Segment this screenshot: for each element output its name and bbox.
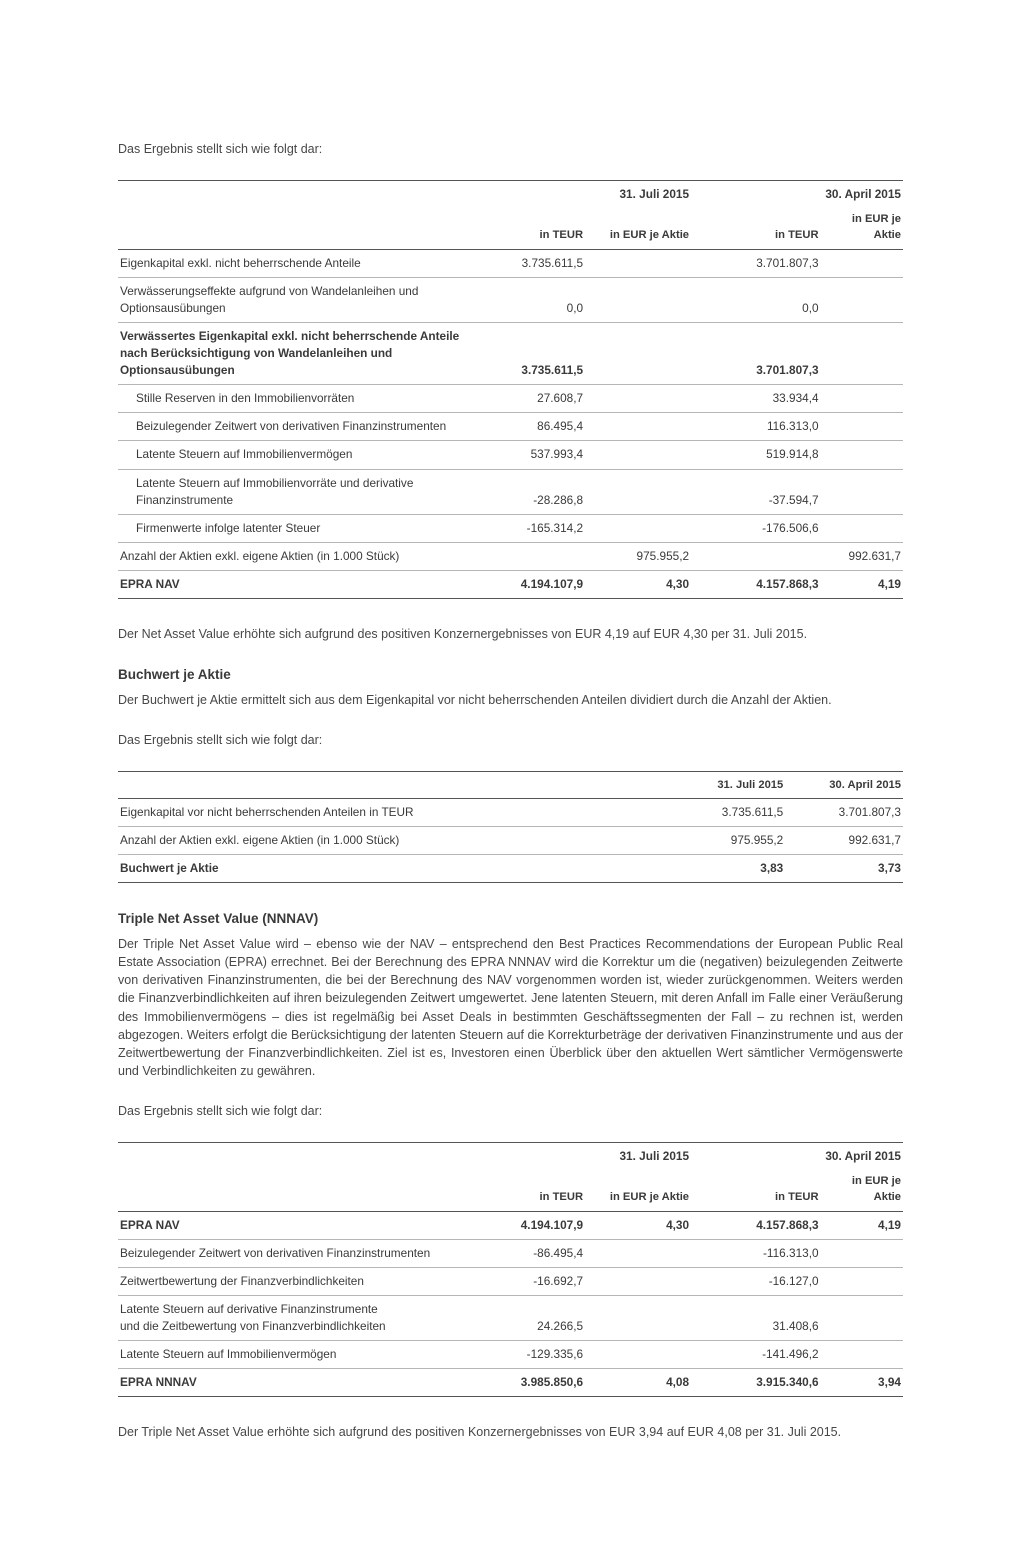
t1-r8-v1: -165.314,2 [479, 514, 585, 542]
t3-r6-v2: 4,08 [585, 1369, 691, 1397]
t3-r4-label: Latente Steuern auf derivative Finanzins… [118, 1295, 479, 1340]
t3-r2-label: Beizulegender Zeitwert von derivativen F… [118, 1239, 479, 1267]
t2-r3-v1: 3,83 [668, 855, 786, 883]
t1-r7-label: Latente Steuern auf Immobilienvorräte un… [118, 469, 479, 514]
t1-r2-label: Verwässerungseffekte aufgrund von Wandel… [118, 277, 479, 322]
t3-sub-eur-1: in EUR je Aktie [585, 1168, 691, 1211]
t3-r3-label: Zeitwertbewertung der Finanzverbindlichk… [118, 1267, 479, 1295]
t1-r6-label: Latente Steuern auf Immobilienvermögen [118, 441, 479, 469]
table-epra-nnnav: 31. Juli 2015 30. April 2015 in TEUR in … [118, 1142, 903, 1397]
section-title-nnnav: Triple Net Asset Value (NNNAV) [118, 909, 903, 929]
t1-sub-eur-1: in EUR je Aktie [585, 206, 691, 249]
t3-r1-label: EPRA NAV [118, 1211, 479, 1239]
t3-r4-v3: 31.408,6 [715, 1295, 821, 1340]
t1-r1-v3: 3.701.807,3 [715, 249, 821, 277]
t1-r8-label: Firmenwerte infolge latenter Steuer [118, 514, 479, 542]
t3-r6-label: EPRA NNNAV [118, 1369, 479, 1397]
t1-sub-eur-2: in EUR je Aktie [821, 206, 903, 249]
t3-r5-v1: -129.335,6 [479, 1341, 585, 1369]
t2-r1-v2: 3.701.807,3 [785, 799, 903, 827]
t1-r2-v3: 0,0 [715, 277, 821, 322]
t3-sub-teur-2: in TEUR [715, 1168, 821, 1211]
para-nnnav-body: Der Triple Net Asset Value wird – ebenso… [118, 935, 903, 1080]
t3-r2-v1: -86.495,4 [479, 1239, 585, 1267]
t3-r3-v1: -16.692,7 [479, 1267, 585, 1295]
t1-r5-label: Beizulegender Zeitwert von derivativen F… [118, 413, 479, 441]
t2-r1-label: Eigenkapital vor nicht beherrschenden An… [118, 799, 668, 827]
t1-r3-v1: 3.735.611,5 [479, 322, 585, 384]
t2-h2: 30. April 2015 [785, 771, 903, 798]
t1-r3-label: Verwässertes Eigenkapital exkl. nicht be… [118, 322, 479, 384]
t3-r1-v3: 4.157.868,3 [715, 1211, 821, 1239]
t1-r6-v1: 537.993,4 [479, 441, 585, 469]
t3-r5-label: Latente Steuern auf Immobilienvermögen [118, 1341, 479, 1369]
t1-r4-v3: 33.934,4 [715, 385, 821, 413]
t2-r1-v1: 3.735.611,5 [668, 799, 786, 827]
t2-r2-label: Anzahl der Aktien exkl. eigene Aktien (i… [118, 827, 668, 855]
t2-r2-v1: 975.955,2 [668, 827, 786, 855]
t3-r1-v1: 4.194.107,9 [479, 1211, 585, 1239]
t3-r6-v4: 3,94 [821, 1369, 903, 1397]
t3-r6-v3: 3.915.340,6 [715, 1369, 821, 1397]
t1-sub-teur-1: in TEUR [479, 206, 585, 249]
para-nav-result: Der Net Asset Value erhöhte sich aufgrun… [118, 625, 903, 643]
t1-sub-teur-2: in TEUR [715, 206, 821, 249]
t3-r2-v3: -116.313,0 [715, 1239, 821, 1267]
section-title-buchwert: Buchwert je Aktie [118, 665, 903, 685]
t1-r5-v1: 86.495,4 [479, 413, 585, 441]
t3-period2: 30. April 2015 [715, 1143, 903, 1169]
intro-text-3: Das Ergebnis stellt sich wie folgt dar: [118, 1102, 903, 1120]
t3-r1-v4: 4,19 [821, 1211, 903, 1239]
t1-r2-v1: 0,0 [479, 277, 585, 322]
t1-r7-v3: -37.594,7 [715, 469, 821, 514]
t1-r10-label: EPRA NAV [118, 570, 479, 598]
t3-r1-v2: 4,30 [585, 1211, 691, 1239]
t1-period2: 30. April 2015 [715, 181, 903, 207]
t1-r8-v3: -176.506,6 [715, 514, 821, 542]
t1-r10-v4: 4,19 [821, 570, 903, 598]
intro-text-2: Das Ergebnis stellt sich wie folgt dar: [118, 731, 903, 749]
t1-r10-v1: 4.194.107,9 [479, 570, 585, 598]
t1-r4-v1: 27.608,7 [479, 385, 585, 413]
t2-r3-v2: 3,73 [785, 855, 903, 883]
t3-sub-teur-1: in TEUR [479, 1168, 585, 1211]
t1-r3-v3: 3.701.807,3 [715, 322, 821, 384]
t1-r10-v3: 4.157.868,3 [715, 570, 821, 598]
t1-r9-v4: 992.631,7 [821, 542, 903, 570]
table-epra-nav: 31. Juli 2015 30. April 2015 in TEUR in … [118, 180, 903, 599]
t1-r5-v3: 116.313,0 [715, 413, 821, 441]
t1-period1: 31. Juli 2015 [479, 181, 691, 207]
t1-r7-v1: -28.286,8 [479, 469, 585, 514]
table-buchwert: 31. Juli 2015 30. April 2015 Eigenkapita… [118, 771, 903, 884]
t2-r2-v2: 992.631,7 [785, 827, 903, 855]
t1-r6-v3: 519.914,8 [715, 441, 821, 469]
t1-r4-label: Stille Reserven in den Immobilienvorräte… [118, 385, 479, 413]
t3-r6-v1: 3.985.850,6 [479, 1369, 585, 1397]
t3-period1: 31. Juli 2015 [479, 1143, 691, 1169]
t1-r9-label: Anzahl der Aktien exkl. eigene Aktien (i… [118, 542, 479, 570]
t2-h1: 31. Juli 2015 [668, 771, 786, 798]
para-buchwert-intro: Der Buchwert je Aktie ermittelt sich aus… [118, 691, 903, 709]
t1-r9-v2: 975.955,2 [585, 542, 691, 570]
t3-r4-v1: 24.266,5 [479, 1295, 585, 1340]
t3-sub-eur-2: in EUR je Aktie [821, 1168, 903, 1211]
t1-r1-v1: 3.735.611,5 [479, 249, 585, 277]
intro-text-1: Das Ergebnis stellt sich wie folgt dar: [118, 140, 903, 158]
t2-r3-label: Buchwert je Aktie [118, 855, 668, 883]
t1-r1-label: Eigenkapital exkl. nicht beherrschende A… [118, 249, 479, 277]
t3-r3-v3: -16.127,0 [715, 1267, 821, 1295]
t1-r10-v2: 4,30 [585, 570, 691, 598]
para-nnnav-result: Der Triple Net Asset Value erhöhte sich … [118, 1423, 903, 1441]
t3-r5-v3: -141.496,2 [715, 1341, 821, 1369]
